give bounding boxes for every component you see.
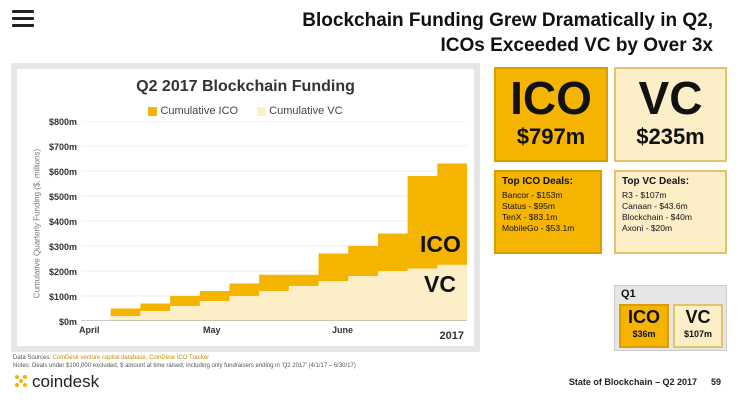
legend-label-ico: Cumulative ICO: [160, 105, 239, 117]
sources-link[interactable]: CoinDesk venture capital database, CoinD…: [52, 355, 210, 361]
ico-area-series: [81, 121, 467, 321]
brand-name: coindesk: [32, 372, 100, 391]
y-tick-label: $700m: [48, 142, 77, 152]
legend-swatch-ico: [148, 106, 158, 116]
x-tick-label: June: [332, 325, 354, 335]
legend-item-ico: Cumulative ICO: [148, 105, 238, 117]
y-tick-label: $500m: [48, 192, 77, 202]
top-vc-deals: Top VC Deals: R3 - $107m Canaan - $43.6m…: [614, 170, 727, 254]
vc-area-series: [81, 262, 467, 321]
notes-text: Notes: Deals under $100,000 excluded, $ …: [13, 362, 356, 369]
deal-item: Axoni - $20m: [622, 223, 673, 233]
area-chart: [81, 121, 467, 321]
chart-area: Q2 2017 Blockchain Funding Cumulative IC…: [17, 69, 474, 346]
y-tick-label: $600m: [48, 167, 77, 177]
vc-series-annotation: VC: [424, 271, 456, 297]
x-tick-label: May: [203, 325, 221, 335]
ico-series-annotation: ICO: [420, 231, 461, 257]
ico-total-amount: $797m: [516, 124, 586, 149]
q1-label: Q1: [621, 288, 636, 300]
chart-legend: Cumulative ICO Cumulative VC: [17, 105, 474, 117]
year-label: 2017: [439, 330, 464, 342]
coindesk-logo: coindesk: [13, 372, 99, 392]
y-tick-label: $400m: [48, 217, 77, 227]
chart-title: Q2 2017 Blockchain Funding: [136, 78, 355, 95]
vc-total-card: VC $235m: [614, 67, 727, 162]
deal-item: R3 - $107m: [622, 190, 667, 200]
q1-vc-box: VC $107m: [673, 304, 723, 348]
legend-swatch-vc: [257, 106, 267, 116]
y-tick-label: $100m: [48, 292, 77, 302]
deal-item: TenX - $83.1m: [502, 212, 558, 222]
sources-prefix: Data Sources:: [13, 355, 52, 361]
hamburger-menu-icon[interactable]: [12, 10, 34, 28]
footnotes: Data Sources: CoinDesk venture capital d…: [13, 355, 356, 370]
coindesk-logo-icon: [15, 375, 27, 387]
y-tick-label: $0m: [58, 317, 77, 327]
slide-footer: State of Blockchain – Q2 2017 59: [569, 377, 721, 387]
y-tick-label: $200m: [48, 267, 77, 277]
y-tick-label: $300m: [48, 242, 77, 252]
deal-item: Canaan - $43.6m: [622, 201, 688, 211]
report-title: State of Blockchain – Q2 2017: [568, 377, 697, 387]
legend-label-vc: Cumulative VC: [269, 105, 343, 117]
chart-panel: Q2 2017 Blockchain Funding Cumulative IC…: [11, 63, 480, 352]
page-number: 59: [710, 377, 721, 387]
deal-item: Blockchain - $40m: [622, 212, 692, 222]
q1-vc-amount: $107m: [683, 329, 713, 339]
vc-total-amount: $235m: [636, 124, 705, 149]
q1-ico-label: ICO: [627, 307, 660, 327]
top-vc-deals-title: Top VC Deals:: [622, 176, 690, 187]
slide-title: Blockchain Funding Grew Dramatically in …: [302, 8, 713, 58]
vc-total-label: VC: [638, 72, 703, 124]
q1-ico-box: ICO $36m: [619, 304, 669, 348]
q1-ico-amount: $36m: [632, 329, 656, 339]
y-tick-label: $800m: [48, 117, 77, 127]
deal-item: Status - $95m: [502, 201, 555, 211]
deal-item: MobileGo - $53.1m: [502, 223, 575, 233]
slide-title-line1: Blockchain Funding Grew Dramatically in …: [302, 10, 713, 31]
ico-total-label: ICO: [510, 72, 592, 124]
deal-item: Bancor - $153m: [502, 190, 563, 200]
q1-vc-label: VC: [685, 307, 711, 327]
q1-comparison: Q1 ICO $36m VC $107m: [614, 285, 727, 351]
x-tick-label: April: [79, 325, 100, 335]
legend-item-vc: Cumulative VC: [257, 105, 343, 117]
top-ico-deals: Top ICO Deals: Bancor - $153m Status - $…: [494, 170, 602, 254]
top-ico-deals-title: Top ICO Deals:: [502, 176, 573, 187]
ico-total-card: ICO $797m: [494, 67, 608, 162]
slide-title-line2: ICOs Exceeded VC by Over 3x: [440, 35, 713, 56]
